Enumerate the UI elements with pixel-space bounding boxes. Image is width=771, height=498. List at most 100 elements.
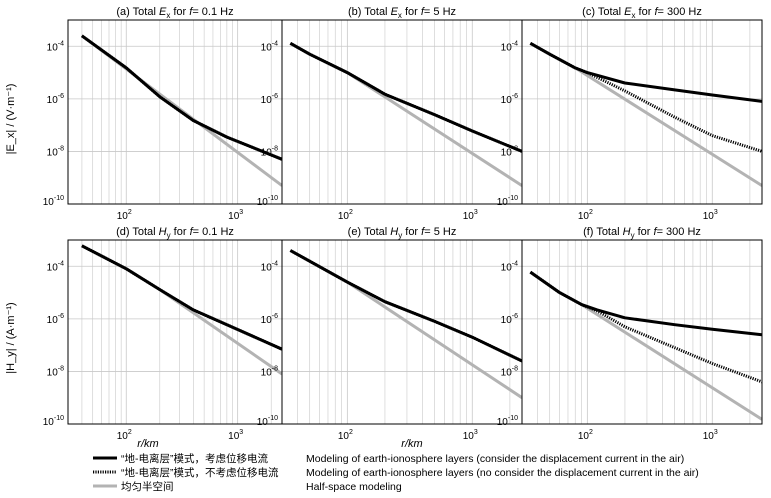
plot-frame xyxy=(521,239,763,425)
legend-label-cn: 均匀半空间 xyxy=(121,480,174,493)
tick-base: 10 xyxy=(47,42,59,53)
y-tick-label: 10-10 xyxy=(43,415,64,428)
x-axis-label-middle: r/km xyxy=(401,438,422,450)
title-subscript: y xyxy=(398,231,402,240)
x-tick-label: 102 xyxy=(117,209,132,222)
title-prefix: (e) Total xyxy=(348,226,391,238)
tick-base: 10 xyxy=(703,431,715,442)
tick-exponent: -8 xyxy=(512,365,518,372)
plot-area xyxy=(68,240,282,424)
tick-base: 10 xyxy=(43,197,55,208)
title-frequency-symbol: f xyxy=(654,226,658,238)
series-line-consider-displacement xyxy=(289,249,522,363)
tick-exponent: -6 xyxy=(58,313,64,320)
y-tick-label: 10-10 xyxy=(43,195,64,208)
title-frequency-symbol: f xyxy=(190,226,194,238)
tick-exponent: -8 xyxy=(272,145,278,152)
panel-title: (b) Total Ex for f= 5 Hz xyxy=(348,6,456,20)
plot-area xyxy=(282,20,522,204)
y-tick-label: 10-8 xyxy=(501,145,518,158)
title-subscript: x xyxy=(398,11,402,20)
title-subscript: x xyxy=(166,11,170,20)
tick-base: 10 xyxy=(463,431,475,442)
tick-exponent: -4 xyxy=(272,260,278,267)
panel-title: (c) Total Ex for f= 300 Hz xyxy=(582,6,702,20)
title-suffix: = 0.1 Hz xyxy=(193,226,234,238)
tick-base: 10 xyxy=(501,147,513,158)
x-axis-label-left: r/km xyxy=(137,438,158,450)
tick-base: 10 xyxy=(257,417,269,428)
tick-exponent: -8 xyxy=(272,365,278,372)
title-subscript: y xyxy=(167,231,171,240)
tick-exponent: -8 xyxy=(512,145,518,152)
title-suffix: = 300 Hz xyxy=(657,226,701,238)
title-suffix: = 5 Hz xyxy=(424,226,456,238)
tick-base: 10 xyxy=(261,367,273,378)
tick-exponent: -6 xyxy=(272,313,278,320)
title-suffix: = 5 Hz xyxy=(424,6,456,18)
title-variable: H xyxy=(623,226,631,238)
panel-title: (a) Total Ex for f= 0.1 Hz xyxy=(116,6,233,20)
series-line-no-displacement xyxy=(529,270,762,384)
tick-base: 10 xyxy=(463,211,475,222)
tick-exponent: 2 xyxy=(589,209,593,216)
series-line-consider-displacement xyxy=(81,34,282,161)
panel-title: (d) Total Hy for f= 0.1 Hz xyxy=(116,226,234,240)
legend-label-en: Half-space modeling xyxy=(306,481,402,493)
series-line-consider-displacement xyxy=(81,244,282,351)
tick-exponent: 3 xyxy=(239,429,243,436)
x-tick-label: 103 xyxy=(703,429,718,442)
y-tick-label: 10-4 xyxy=(261,40,278,53)
tick-base: 10 xyxy=(497,197,509,208)
grid xyxy=(522,240,762,424)
x-tick-label: 103 xyxy=(228,209,243,222)
grid xyxy=(522,20,762,204)
tick-exponent: -8 xyxy=(58,365,64,372)
y-tick-label: 10-4 xyxy=(501,260,518,273)
y-tick-label: 10-8 xyxy=(47,365,64,378)
tick-base: 10 xyxy=(47,147,59,158)
tick-exponent: 3 xyxy=(474,429,478,436)
tick-base: 10 xyxy=(261,262,273,273)
tick-exponent: 2 xyxy=(128,209,132,216)
x-tick-label: 103 xyxy=(228,429,243,442)
y-tick-label: 10-8 xyxy=(501,365,518,378)
grid xyxy=(282,20,522,204)
tick-base: 10 xyxy=(257,197,269,208)
tick-base: 10 xyxy=(501,262,513,273)
tick-exponent: 3 xyxy=(474,209,478,216)
tick-exponent: 2 xyxy=(349,429,353,436)
tick-base: 10 xyxy=(117,211,129,222)
y-tick-label: 10-10 xyxy=(497,415,518,428)
y-tick-label: 10-4 xyxy=(47,40,64,53)
panel-title: (f) Total Hy for f= 300 Hz xyxy=(583,226,701,240)
y-tick-label: 10-8 xyxy=(47,145,64,158)
tick-base: 10 xyxy=(261,95,273,106)
tick-exponent: -4 xyxy=(272,40,278,47)
tick-base: 10 xyxy=(338,211,350,222)
tick-base: 10 xyxy=(501,42,513,53)
tick-base: 10 xyxy=(228,431,240,442)
grid xyxy=(68,20,282,204)
legend-item-no-displacement: “地-电离层”模式，不考虑位移电流 Modeling of earth-iono… xyxy=(93,466,699,479)
title-frequency-symbol: f xyxy=(421,6,425,18)
tick-base: 10 xyxy=(501,315,513,326)
x-tick-label: 102 xyxy=(578,209,593,222)
tick-base: 10 xyxy=(497,417,509,428)
legend-item-consider-displacement: “地-电离层”模式，考虑位移电流 Modeling of earth-ionos… xyxy=(93,452,684,465)
y-tick-label: 10-8 xyxy=(261,145,278,158)
tick-base: 10 xyxy=(47,262,59,273)
title-mid: for xyxy=(635,6,654,18)
tick-exponent: -4 xyxy=(512,260,518,267)
tick-exponent: -4 xyxy=(58,260,64,267)
title-subscript: x xyxy=(631,11,635,20)
title-mid: for xyxy=(170,6,189,18)
title-mid: for xyxy=(635,226,654,238)
title-frequency-symbol: f xyxy=(654,6,658,18)
tick-exponent: -10 xyxy=(268,195,278,202)
title-prefix: (f) Total xyxy=(583,226,623,238)
